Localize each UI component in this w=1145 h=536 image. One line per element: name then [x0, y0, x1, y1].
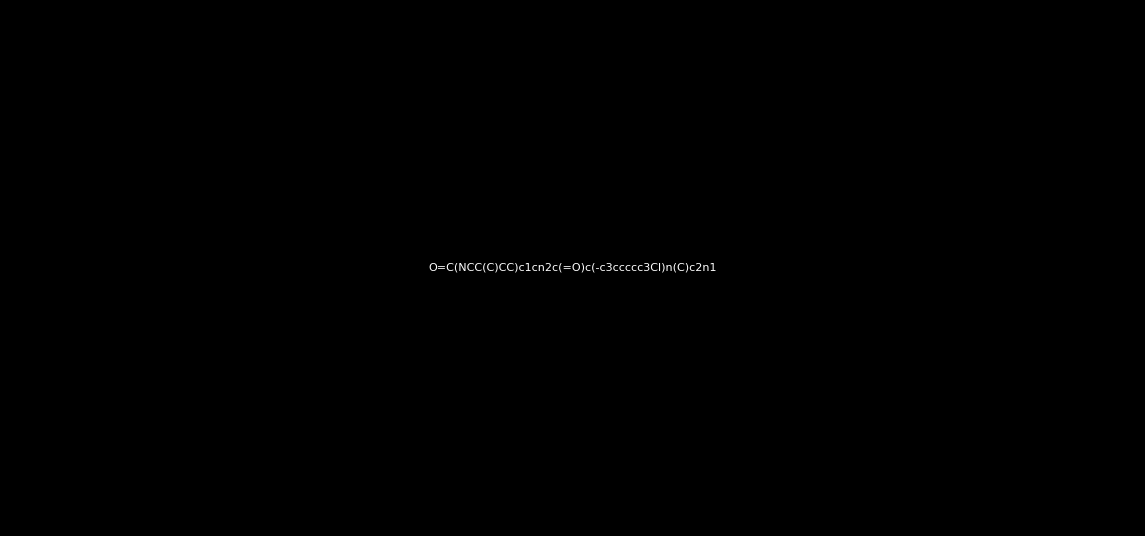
Text: O=C(NCC(C)CC)c1cn2c(=O)c(-c3ccccc3Cl)n(C)c2n1: O=C(NCC(C)CC)c1cn2c(=O)c(-c3ccccc3Cl)n(C…	[428, 263, 717, 273]
